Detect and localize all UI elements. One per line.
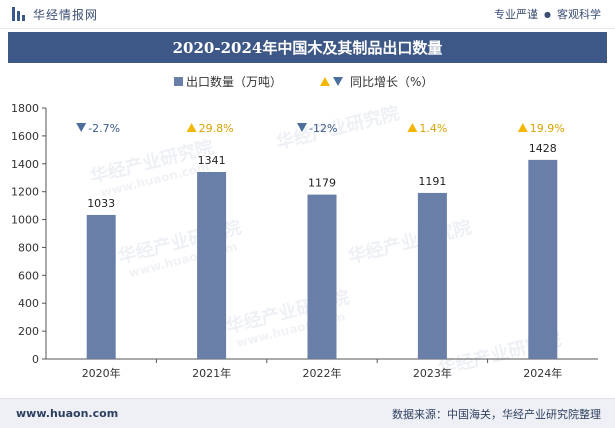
bar-value-label: 1428 bbox=[529, 142, 557, 155]
bar bbox=[197, 172, 227, 359]
x-tick-label: 2022年 bbox=[303, 366, 342, 380]
growth-rate-label: -12% bbox=[309, 122, 337, 135]
bar-value-label: 1341 bbox=[198, 154, 226, 167]
growth-down-triangle-icon bbox=[76, 123, 87, 132]
tagline-b: 客观科学 bbox=[557, 8, 601, 21]
growth-rate-label: 29.8% bbox=[199, 122, 234, 135]
growth-up-triangle-icon bbox=[186, 123, 197, 132]
brand-name: 华经情报网 bbox=[33, 7, 99, 22]
legend-down-triangle-icon bbox=[333, 77, 343, 86]
top-bar: 华经情报网 专业严谨 ● 客观科学 bbox=[0, 0, 615, 29]
legend-bar-label: 出口数量（万吨） bbox=[186, 74, 282, 89]
bar bbox=[307, 194, 337, 359]
growth-markers: -2.7% 29.8% -12% 1.4% 19.9% bbox=[76, 122, 565, 135]
tagline: 专业严谨 ● 客观科学 bbox=[494, 6, 601, 22]
y-tick-label: 1400 bbox=[11, 158, 39, 171]
y-tick-label: 1000 bbox=[11, 214, 39, 227]
x-tick-label: 2024年 bbox=[523, 366, 562, 380]
y-tick-label: 1200 bbox=[11, 186, 39, 199]
growth-rate-label: 1.4% bbox=[419, 122, 447, 135]
legend-growth-label: 同比增长（%） bbox=[350, 75, 433, 89]
bar bbox=[528, 159, 558, 359]
watermark-text: 华经产业研究院 bbox=[274, 102, 402, 154]
y-tick-label: 0 bbox=[32, 353, 39, 366]
data-labels: 1033 2020年 1341 2021年 1179 2022年 1191 2023年 1428… bbox=[82, 142, 563, 380]
brand[interactable]: 华经情报网 bbox=[12, 6, 98, 23]
bar bbox=[417, 192, 447, 359]
y-tick-label: 800 bbox=[18, 241, 39, 254]
bars bbox=[86, 159, 558, 359]
dot-separator-icon: ● bbox=[544, 9, 551, 19]
brand-logo-icon bbox=[12, 7, 25, 21]
bar bbox=[86, 214, 116, 359]
footer-source: 数据来源：中国海关，华经产业研究院整理 bbox=[392, 407, 601, 421]
bar-value-label: 1179 bbox=[308, 177, 336, 190]
tagline-a: 专业严谨 bbox=[494, 8, 539, 21]
legend-up-triangle-icon bbox=[320, 77, 330, 86]
bar-value-label: 1191 bbox=[418, 175, 446, 188]
y-tick-label: 400 bbox=[18, 297, 39, 310]
y-tick-label: 600 bbox=[18, 269, 39, 282]
footer: www.huaon.com 数据来源：中国海关，华经产业研究院整理 bbox=[0, 398, 615, 428]
growth-down-triangle-icon bbox=[297, 123, 307, 132]
chart-title-band: 2020-2024年中国木及其制品出口数量 bbox=[8, 32, 607, 63]
bar-chart: 华经产业研究院www.huaon.com华经产业研究院华经产业研究院www.hu… bbox=[11, 74, 598, 380]
legend-bar-swatch bbox=[174, 77, 183, 86]
y-tick-label: 200 bbox=[18, 325, 39, 338]
x-tick-label: 2020年 bbox=[82, 366, 121, 380]
legend: 出口数量（万吨） 同比增长（%） bbox=[174, 74, 433, 89]
y-tick-label: 1800 bbox=[11, 102, 39, 115]
watermark-text: 华经产业研究院 bbox=[346, 216, 474, 268]
chart-title: 2020-2024年中国木及其制品出口数量 bbox=[172, 39, 443, 57]
x-tick-label: 2021年 bbox=[192, 366, 231, 380]
growth-up-triangle-icon bbox=[407, 123, 418, 132]
growth-rate-label: -2.7% bbox=[88, 122, 120, 135]
growth-up-triangle-icon bbox=[517, 123, 528, 132]
growth-rate-label: 19.9% bbox=[530, 122, 565, 135]
x-tick-label: 2023年 bbox=[413, 366, 452, 380]
bar-value-label: 1033 bbox=[87, 197, 115, 210]
footer-website[interactable]: www.huaon.com bbox=[16, 407, 119, 420]
y-tick-label: 1600 bbox=[11, 130, 39, 143]
